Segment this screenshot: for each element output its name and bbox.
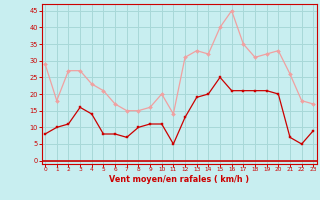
X-axis label: Vent moyen/en rafales ( km/h ): Vent moyen/en rafales ( km/h ) xyxy=(109,175,249,184)
